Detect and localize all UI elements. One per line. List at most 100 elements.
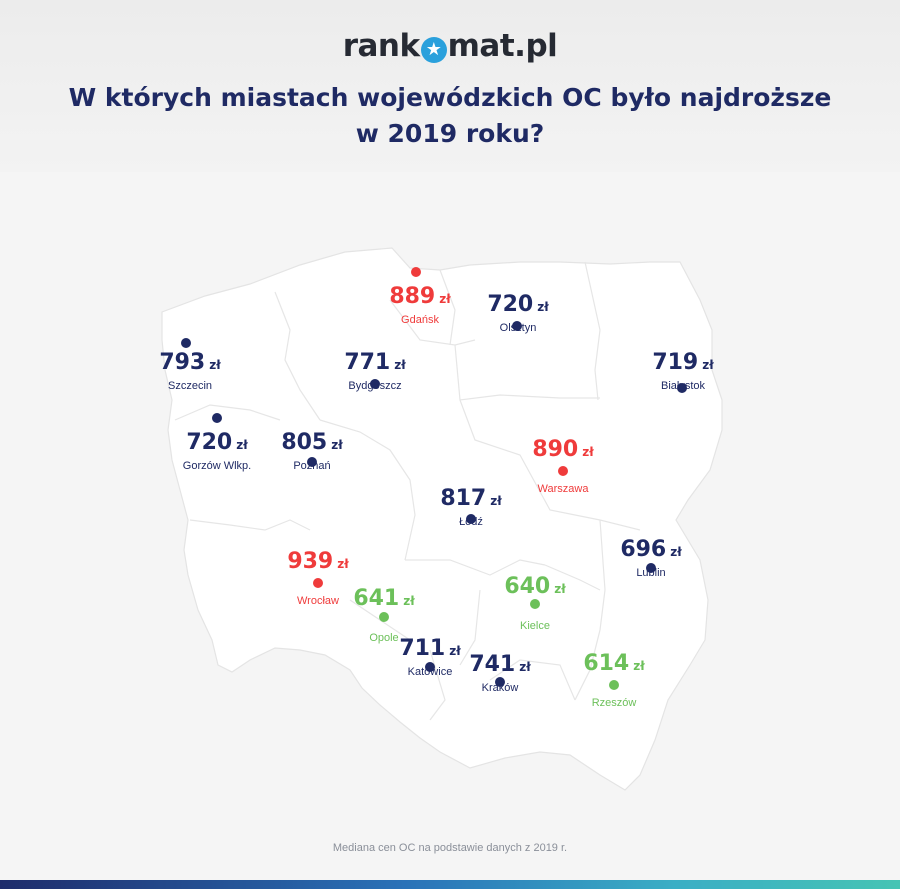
price-unit: zł: [394, 358, 406, 372]
city-label-16: 614 zł Rzeszów: [534, 651, 694, 710]
price-value: 720: [487, 292, 534, 317]
city-name: Kielce: [520, 620, 550, 632]
price-value: 719: [652, 350, 699, 375]
city-name: Katowice: [407, 666, 453, 678]
price-value: 805: [281, 430, 328, 455]
price-value: 640: [504, 574, 551, 599]
city-marker-dot: [677, 383, 687, 393]
city-marker-dot: [609, 680, 619, 690]
city-label-13: 640 zł Kielce: [455, 574, 615, 633]
city-label-7: 805złPoznań: [232, 430, 392, 473]
city-marker-dot: [181, 338, 191, 348]
city-price: 640 zł: [455, 574, 615, 602]
price-value: 641: [353, 586, 400, 611]
city-name: Rzeszów: [591, 697, 637, 709]
border-line: [439, 269, 456, 346]
price-unit: zł: [537, 300, 549, 314]
star-icon: ★: [420, 37, 447, 63]
city-name: Gdańsk: [401, 314, 439, 326]
city-price: 939 zł: [238, 549, 398, 577]
bottom-gradient-bar: [0, 880, 900, 889]
price-value: 889: [389, 284, 436, 309]
city-name: Szczecin: [167, 380, 213, 392]
border-line: [454, 344, 600, 401]
border-line: [489, 659, 576, 701]
price-value: 890: [532, 437, 579, 462]
price-unit: zł: [519, 660, 531, 674]
border-line: [389, 299, 476, 346]
price-unit: zł: [554, 582, 566, 596]
city-name: Gorzów Wlkp.: [182, 460, 252, 472]
city-price: 889 zł: [340, 284, 500, 312]
city-price: 817 zł: [391, 486, 551, 514]
border-line: [274, 291, 321, 421]
city-marker-dot: [466, 514, 476, 524]
border-line: [319, 419, 416, 561]
city-name: Wrocław: [297, 595, 339, 607]
city-price: 805 zł: [232, 430, 392, 458]
city-marker-dot: [379, 612, 389, 622]
city-marker-dot: [495, 677, 505, 687]
border-line: [174, 404, 281, 421]
city-label-12: 641 zł Opole: [304, 586, 464, 645]
logo-text-left: rank: [342, 28, 420, 64]
city-marker-dot: [425, 662, 435, 672]
city-price: 720 zł: [137, 430, 297, 458]
city-label-11: 939 zł Wrocław: [238, 549, 398, 608]
city-marker-dot: [558, 466, 568, 476]
city-price: 771 zł: [295, 350, 455, 378]
city-name: Lublin: [636, 567, 666, 579]
city-name: Warszawa: [537, 483, 589, 495]
price-value: 939: [287, 549, 334, 574]
country-outline: [161, 247, 723, 791]
city-label-14: 711 zł Katowice: [350, 636, 510, 679]
city-marker-dot: [411, 267, 421, 277]
voivodeship-borders: [174, 261, 641, 721]
border-line: [189, 519, 311, 531]
city-name: Kraków: [481, 682, 519, 694]
brand-logo[interactable]: rank ★ mat.pl: [0, 28, 900, 64]
price-value: 741: [469, 652, 516, 677]
price-unit: zł: [449, 644, 461, 658]
price-unit: zł: [582, 445, 594, 459]
border-line: [459, 589, 481, 666]
footnote: Mediana cen OC na podstawie danych z 201…: [332, 842, 568, 854]
price-unit: zł: [702, 358, 714, 372]
city-label-5: 719złBiałystok: [603, 350, 763, 393]
price-value: 696: [620, 537, 667, 562]
city-label-15: 741 zł Kraków: [420, 652, 580, 695]
city-price: 793 zł: [110, 350, 270, 378]
price-value: 817: [440, 486, 487, 511]
city-price: 711 zł: [350, 636, 510, 664]
city-marker-dot: [530, 599, 540, 609]
city-price: 890 zł: [483, 437, 643, 465]
city-label-6: 720 zł Gorzów Wlkp.: [137, 430, 297, 473]
city-name: Opole: [369, 632, 399, 644]
price-unit: zł: [439, 292, 451, 306]
city-label-8: 890 zł Warszawa: [483, 437, 643, 496]
city-price: 641 zł: [304, 586, 464, 614]
city-label-1: 889 zł Gdańsk: [340, 284, 500, 327]
price-unit: zł: [490, 494, 502, 508]
city-marker-dot: [370, 379, 380, 389]
price-unit: zł: [670, 545, 682, 559]
city-label-10: 696 zł Lublin: [571, 537, 731, 580]
border-line: [574, 519, 606, 701]
price-unit: zł: [209, 358, 221, 372]
border-line: [429, 649, 446, 721]
price-value: 793: [159, 350, 206, 375]
city-price: 720 zł: [438, 292, 598, 320]
city-marker-dot: [307, 457, 317, 467]
price-value: 720: [186, 430, 233, 455]
border-line: [544, 564, 601, 591]
city-marker-dot: [313, 578, 323, 588]
border-line: [459, 399, 641, 531]
logo-text-right: mat.pl: [447, 28, 558, 64]
city-label-3: 793 zł Szczecin: [110, 350, 270, 393]
price-unit: zł: [331, 438, 343, 452]
city-marker-dot: [212, 413, 222, 423]
price-value: 771: [344, 350, 391, 375]
city-marker-dot: [512, 321, 522, 331]
page-title: W których miastach wojewódzkich OC było …: [68, 83, 832, 148]
